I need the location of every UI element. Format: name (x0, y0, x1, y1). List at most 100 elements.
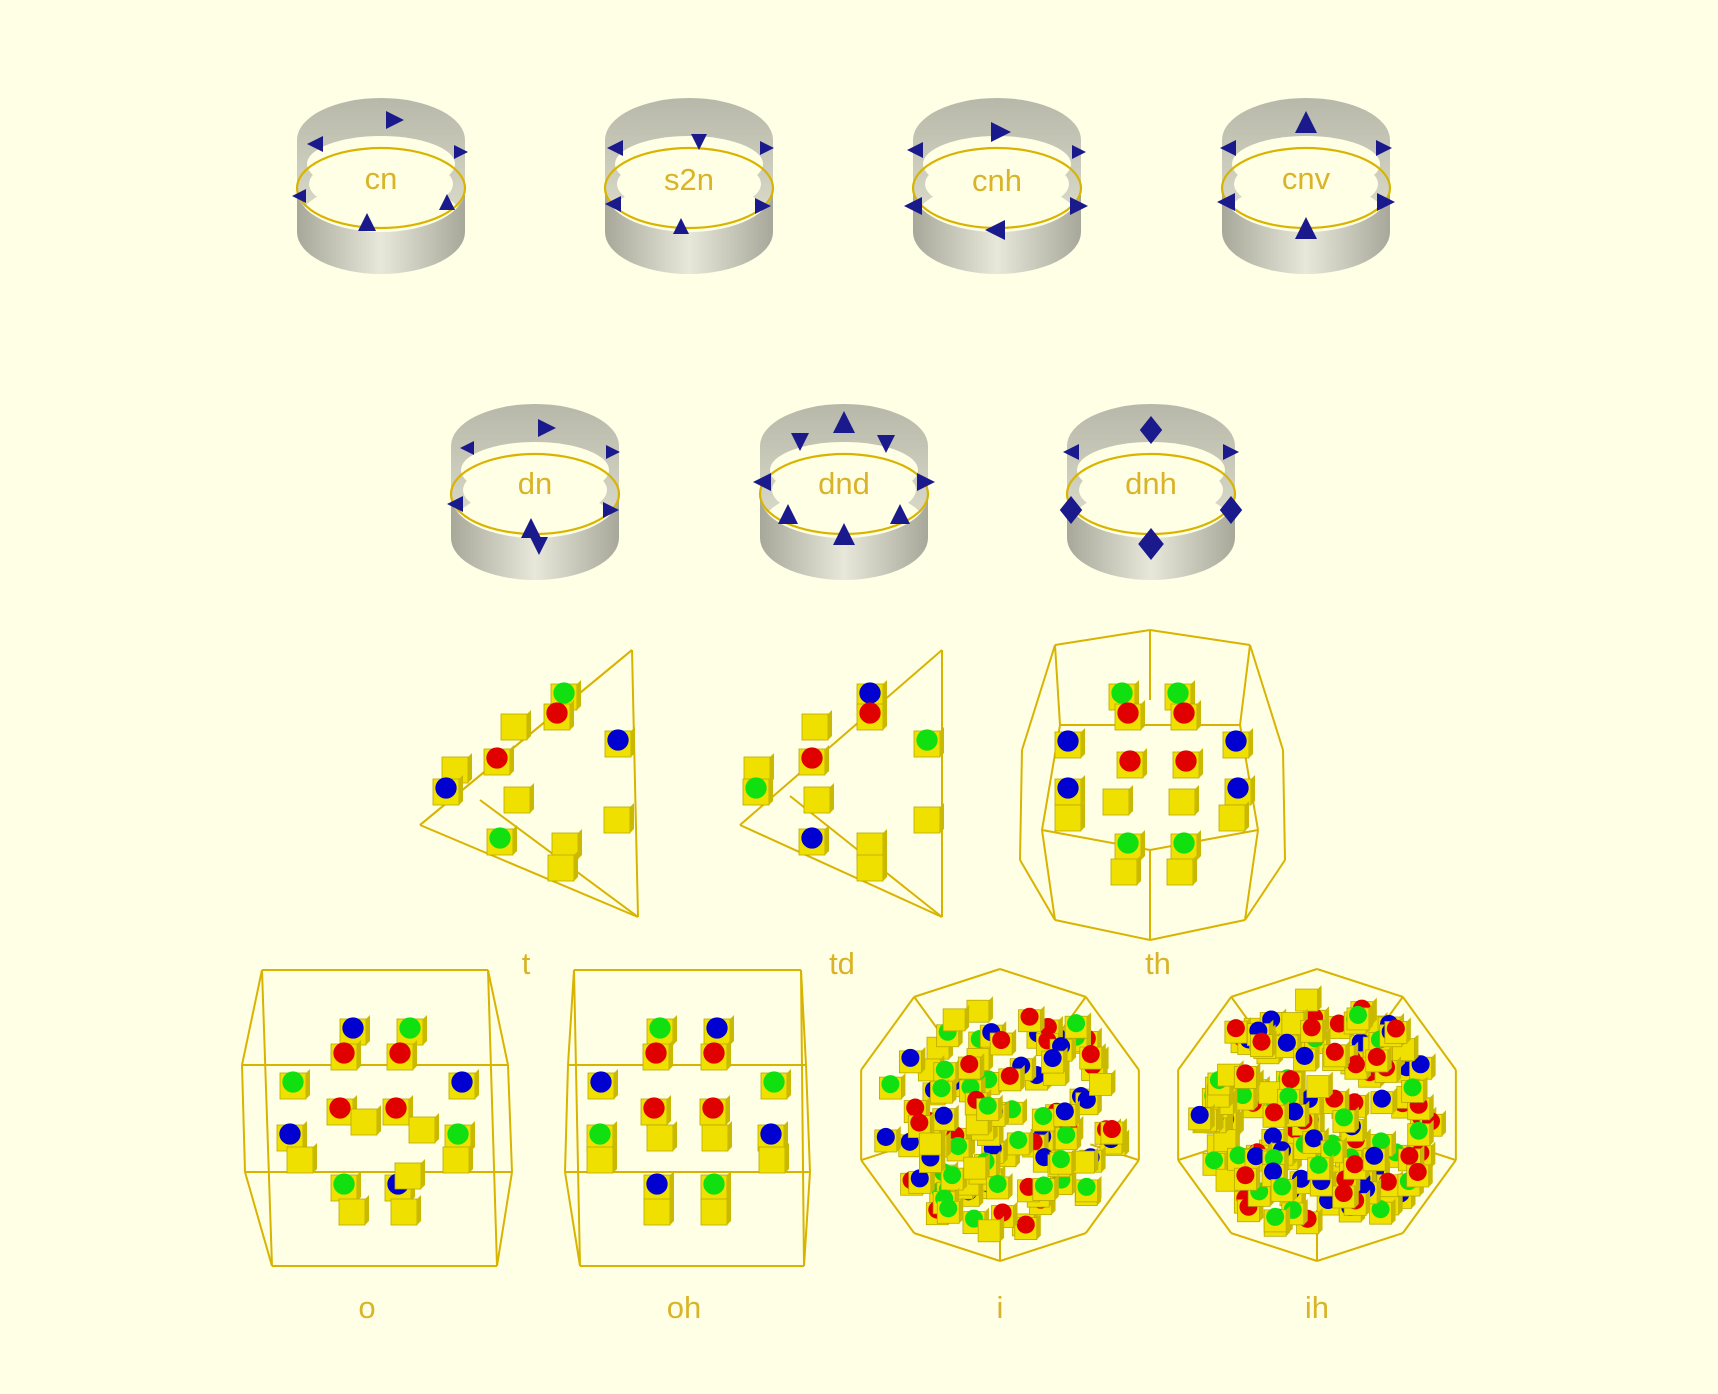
cube-face (918, 1132, 942, 1156)
cube-side (1328, 1071, 1333, 1098)
cube-marker (587, 1069, 618, 1100)
cube-side (1322, 1016, 1327, 1043)
cube-marker (1250, 1030, 1277, 1058)
cube-dot (1304, 1129, 1323, 1148)
cube-marker (1049, 1148, 1076, 1175)
cube-side (669, 1040, 673, 1070)
triangle-marker (1377, 193, 1395, 211)
cube-side (825, 825, 829, 855)
cube-marker (898, 1046, 926, 1074)
wire-edge (913, 968, 1001, 998)
cube-marker (998, 1064, 1025, 1092)
cube-marker (742, 775, 773, 806)
cube-side (1210, 1103, 1215, 1130)
wire-edge (507, 1064, 513, 1173)
figure-oh (564, 969, 811, 1267)
cube-marker (1089, 1069, 1116, 1096)
cube-marker (586, 1143, 617, 1174)
cube-dot (1236, 1064, 1255, 1083)
cube-side (883, 700, 887, 730)
cube-side (830, 783, 834, 813)
cube-dot (279, 1123, 301, 1145)
wire-edge (419, 824, 639, 918)
cube-face (338, 1198, 366, 1226)
cube-side (1029, 1128, 1034, 1155)
cube-side (1372, 997, 1377, 1024)
cube-marker (878, 1073, 906, 1100)
cube-dot (988, 1174, 1007, 1193)
label-td: td (829, 946, 855, 981)
cube-side (1385, 1144, 1390, 1171)
cube-face (1089, 1073, 1112, 1096)
wire-edge (564, 1064, 569, 1173)
cube-marker (1014, 1213, 1041, 1240)
cube-side (1305, 1100, 1310, 1127)
cube-marker (448, 1069, 479, 1100)
cube-side (306, 1069, 310, 1099)
cube-marker (500, 710, 531, 741)
cube-marker (1041, 1047, 1068, 1074)
cube-dot (1081, 1045, 1100, 1064)
cube-marker (1233, 1164, 1261, 1191)
cube-dot (1043, 1049, 1062, 1068)
cube-side (1245, 801, 1249, 831)
cube-side (730, 1015, 734, 1045)
triangle-marker (358, 213, 376, 231)
cube-dot (643, 1097, 665, 1119)
cube-side (435, 1113, 439, 1143)
cube-side (1233, 1088, 1238, 1115)
triangle-marker (791, 433, 809, 451)
cube-side (1004, 1100, 1009, 1127)
cube-side (1081, 728, 1085, 758)
cube-dot (1173, 702, 1195, 724)
cube-side (1197, 830, 1201, 860)
wire-edge (999, 968, 1087, 998)
cube-face (350, 1108, 378, 1136)
cube-side (1431, 1053, 1436, 1080)
cube-side (377, 1105, 381, 1135)
cube-side (1362, 1115, 1367, 1142)
cube-marker (1384, 1017, 1411, 1044)
cube-marker (798, 745, 829, 776)
wire-edge (860, 996, 915, 1071)
cube-face (394, 1162, 422, 1190)
cube-dot (992, 1030, 1011, 1050)
cube-dot (1263, 1127, 1282, 1146)
cube-dot (949, 1136, 968, 1156)
cube-marker (913, 727, 944, 758)
cube-side (357, 1171, 361, 1201)
cube-side (1431, 1141, 1436, 1168)
triangle-marker (1070, 197, 1088, 215)
cube-dot (901, 1048, 920, 1067)
cube-dot (1057, 730, 1079, 752)
cube-dot (1204, 1151, 1223, 1170)
ring-dn (447, 404, 621, 580)
cube-face (701, 1124, 729, 1152)
cube-marker (1188, 1103, 1215, 1131)
cube-marker (1224, 775, 1255, 806)
cube-marker (946, 1134, 974, 1162)
cube-side (896, 1125, 901, 1152)
cube-side (1285, 1101, 1290, 1128)
cube-side (1081, 801, 1085, 831)
cube-side (1036, 1213, 1041, 1240)
diamond-marker (1219, 496, 1243, 524)
label-oh: oh (667, 1290, 701, 1325)
cube-marker (1064, 1012, 1092, 1039)
cube-marker (798, 825, 829, 856)
cube-marker (1370, 1087, 1397, 1115)
cube-dot (399, 1017, 421, 1039)
cube-dot (859, 702, 881, 724)
cube-marker (350, 1105, 381, 1136)
cube-side (1075, 1100, 1080, 1127)
cube-side (1141, 700, 1145, 730)
band-hole (1234, 156, 1378, 212)
cube-side (1235, 1125, 1240, 1152)
wire-edge (805, 1064, 811, 1173)
cube-dot (1367, 1047, 1386, 1066)
cube-side (1429, 1119, 1434, 1146)
cube-marker (977, 1215, 1005, 1243)
cube-face (977, 1219, 1001, 1243)
cube-side (980, 1053, 985, 1080)
cube-side (1032, 1054, 1037, 1081)
